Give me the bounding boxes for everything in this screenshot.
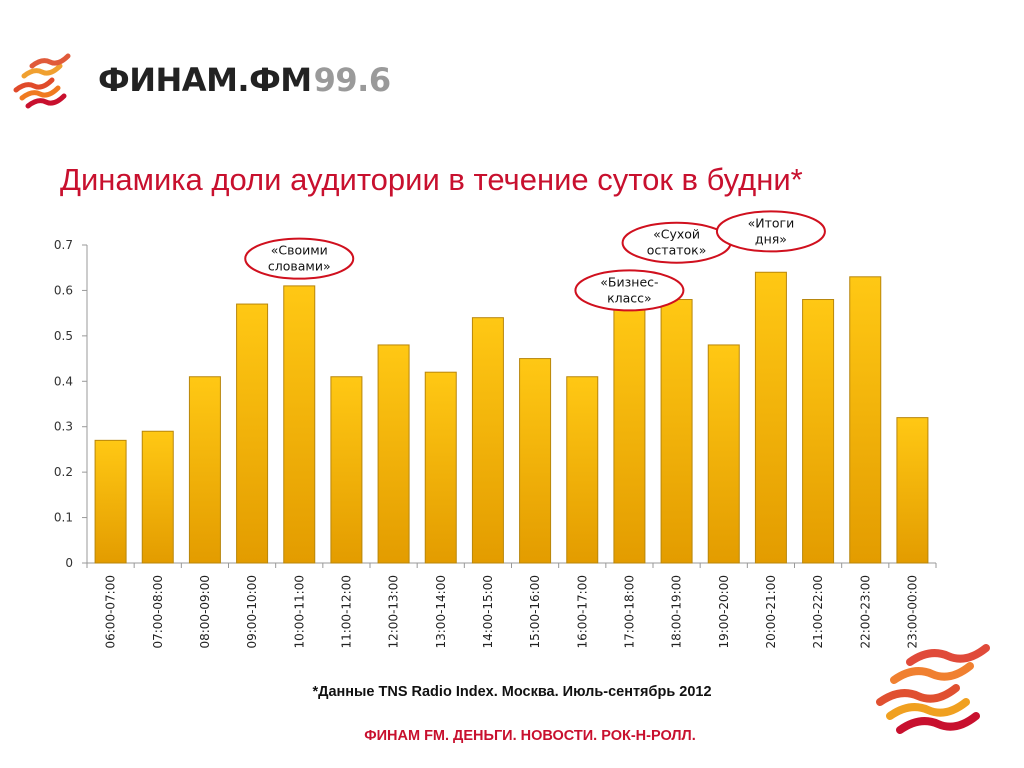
logo-text: ФИНАМ.ФМ99.6 [98,60,391,100]
chart-title: Динамика доли аудитории в течение суток … [60,162,803,197]
x-tick-label: 22:00-23:00 [858,575,872,649]
x-tick-label: 20:00-21:00 [764,575,778,649]
annotation-label: «Бизнес- [600,274,658,289]
x-tick-label: 12:00-13:00 [387,575,401,649]
bar [141,430,174,564]
annotation-label: класс» [607,290,652,305]
x-tick-label: 13:00-14:00 [434,575,448,649]
y-tick-label: 0.7 [54,238,73,252]
x-tick-label: 08:00-09:00 [198,575,212,649]
annotation-ellipse [715,210,826,253]
annotation-ellipse [574,269,685,312]
bar [566,376,599,564]
bar [471,317,504,564]
annotation-label: словами» [268,259,331,274]
finam-logo-icon [13,53,71,109]
x-tick-labels: 06:00-07:00 07:00-08:00 08:00-09:00 09:00-1… [104,575,920,649]
annotation-label: «Итоги [748,215,795,230]
x-tick-label: 06:00-07:00 [104,575,118,649]
y-tick-label: 0.5 [54,329,73,343]
finam-corner-icon [876,644,990,734]
bar [188,376,221,564]
bar [94,439,127,564]
x-tick-label: 17:00-18:00 [622,575,636,649]
bar [802,299,835,564]
y-tick-label: 0.1 [54,511,73,525]
logo-name: ФИНАМ.ФМ [98,61,312,99]
bar [283,285,316,564]
bar [613,308,646,564]
bar [330,376,363,564]
bar [236,303,269,564]
x-tick-label: 19:00-20:00 [717,575,731,649]
chart-bars [94,271,929,564]
annotation-bubble: «Бизнес-класс» [574,269,685,312]
x-tick-label: 11:00-12:00 [339,575,353,649]
annotation-label: «Сухой [653,227,700,242]
footnote: *Данные TNS Radio Index. Москва. Июль-се… [312,684,712,700]
annotation-label: дня» [755,231,787,246]
bar [377,344,410,564]
logo-frequency: 99.6 [313,61,391,99]
bar [754,271,787,564]
annotation-label: «Своими [271,243,328,258]
logo: ФИНАМ.ФМ99.6 [12,52,391,114]
y-tick-label: 0.2 [54,465,73,479]
bar [424,371,457,564]
x-tick-label: 09:00-10:00 [245,575,259,649]
bar [707,344,740,564]
annotation-label: остаток» [647,243,707,258]
annotation-ellipse [244,237,355,280]
x-tick-label: 15:00-16:00 [528,575,542,649]
x-tick-label: 16:00-17:00 [575,575,589,649]
y-tick-label: 0 [65,556,73,570]
bar [660,299,693,564]
y-tick-label: 0.3 [54,420,73,434]
bar [896,417,929,564]
x-tick-label: 23:00-00:00 [905,575,919,649]
y-tick-labels: 0 0.1 0.2 0.3 0.4 0.5 0.6 0.7 [54,238,73,570]
x-tick-label: 14:00-15:00 [481,575,495,649]
bar [519,358,552,564]
x-tick-label: 18:00-19:00 [670,575,684,649]
y-tick-label: 0.6 [54,283,73,297]
x-tick-label: 21:00-22:00 [811,575,825,649]
x-tick-label: 10:00-11:00 [292,575,306,649]
slogan: ФИНАМ FM. ДЕНЬГИ. НОВОСТИ. РОК-Н-РОЛЛ. [364,728,696,744]
y-tick-label: 0.4 [54,374,73,388]
chart-axes [82,244,937,568]
bar [849,276,882,564]
x-tick-label: 07:00-08:00 [151,575,165,649]
